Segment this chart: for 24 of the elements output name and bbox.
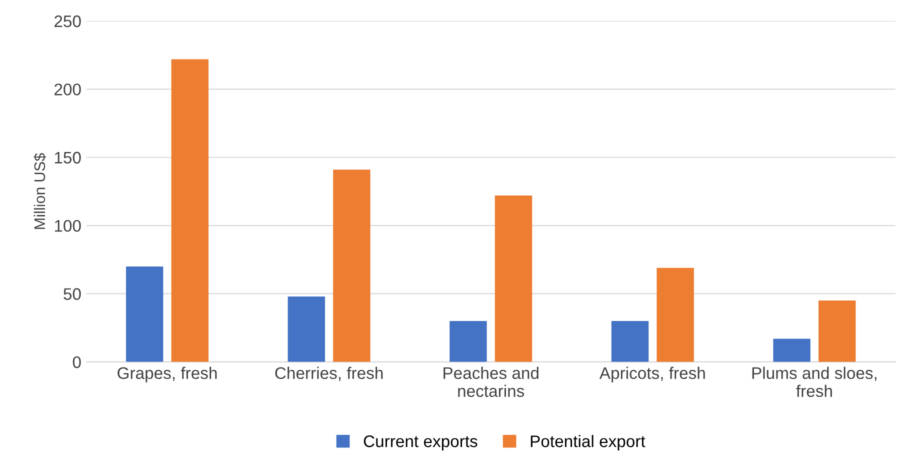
bar — [450, 321, 487, 362]
y-tick-label: 150 — [54, 152, 81, 164]
bar — [494, 196, 532, 362]
y-tick-label: 50 — [64, 288, 81, 300]
y-tick-label: 0 — [72, 356, 81, 368]
bar — [773, 338, 810, 362]
bar — [288, 296, 326, 362]
y-tick-label: 100 — [54, 220, 81, 232]
x-tick-label: Grapes, fresh — [118, 366, 217, 382]
x-tick-label: Plums and sloes, fresh — [752, 366, 876, 397]
bar — [611, 321, 649, 362]
y-tick-label: 250 — [54, 15, 81, 28]
bar — [126, 266, 164, 362]
legend-label: Potential export — [530, 434, 646, 451]
legend-label: Current exports — [364, 435, 478, 451]
bar — [656, 268, 694, 362]
x-tick-label: Peaches and nectarins — [444, 366, 538, 397]
y-axis-title: Million US$ — [34, 153, 46, 229]
bar — [333, 170, 370, 362]
bar — [171, 59, 209, 362]
y-tick-label: 200 — [54, 84, 81, 96]
bar — [818, 300, 856, 362]
x-tick-label: Apricots, fresh — [599, 366, 705, 382]
x-tick-label: Cherries, fresh — [275, 366, 383, 381]
